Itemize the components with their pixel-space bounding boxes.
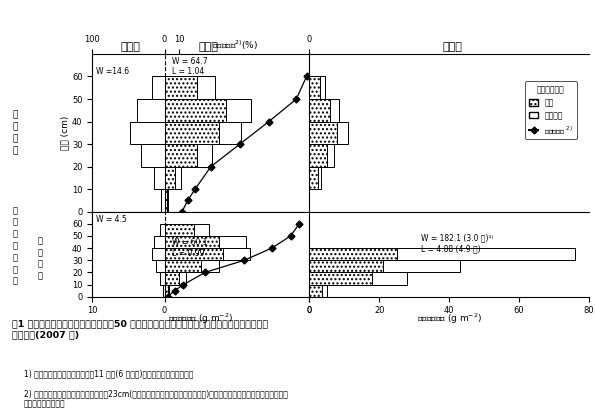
Bar	[165, 99, 226, 122]
Bar	[397, 248, 575, 260]
Bar	[165, 166, 176, 189]
Bar	[327, 144, 334, 166]
Text: 大　豆: 大 豆	[198, 42, 218, 52]
Text: 図1 リビングマルチ大豆栽培の播種後50 日における雑草，大豆及び麦類の垂直群落構造及び相
対日射量(2007 年): 図1 リビングマルチ大豆栽培の播種後50 日における雑草，大豆及び麦類の垂直群落…	[12, 320, 268, 339]
Bar	[309, 248, 397, 260]
Bar	[179, 272, 186, 285]
Bar	[156, 260, 165, 272]
Bar	[372, 272, 408, 285]
Bar	[309, 272, 372, 285]
Bar	[167, 189, 168, 212]
Bar	[165, 144, 197, 166]
Text: リ
ビ
ン
グ
マ
ル
チ: リ ビ ン グ マ ル チ	[12, 206, 17, 286]
Bar	[197, 76, 215, 99]
Text: W =14.6: W =14.6	[96, 68, 129, 76]
Bar	[193, 224, 209, 236]
Bar	[309, 122, 337, 144]
Bar	[163, 285, 165, 297]
Bar	[165, 260, 201, 272]
Legend: 葉身, 葉身以外, 相対日射量 $^{2)}$: 葉身, 葉身以外, 相対日射量 $^{2)}$	[525, 81, 577, 139]
Bar	[155, 236, 165, 248]
Bar	[219, 236, 246, 248]
Bar	[165, 189, 167, 212]
Bar	[337, 122, 348, 144]
Text: 地上部乾物重 (g m$^{-2}$): 地上部乾物重 (g m$^{-2}$)	[416, 311, 482, 326]
Bar	[320, 76, 325, 99]
Text: W = 4.5: W = 4.5	[96, 215, 127, 224]
Bar	[142, 144, 165, 166]
Bar	[322, 285, 327, 297]
Bar	[309, 285, 322, 297]
Bar	[165, 76, 197, 99]
Bar	[165, 285, 168, 297]
Text: 1) 慣行栽培については調査日の11 日前(6 月下旬)に中耕・培土を行った。: 1) 慣行栽培については調査日の11 日前(6 月下旬)に中耕・培土を行った。	[24, 369, 193, 378]
Bar	[309, 76, 320, 99]
Text: W = 182.1 (3.0 倍)¹⁾
L = 4.88 (4.9 倍): W = 182.1 (3.0 倍)¹⁾ L = 4.88 (4.9 倍)	[421, 234, 494, 253]
Text: 慣
行
栽
培: 慣 行 栽 培	[12, 111, 18, 155]
Bar	[160, 272, 165, 285]
Bar	[161, 189, 165, 212]
Text: 相対日射量$^{2)}$(%): 相対日射量$^{2)}$(%)	[212, 39, 258, 52]
Text: 地上部乾物重 (g m$^{-2}$): 地上部乾物重 (g m$^{-2}$)	[168, 311, 233, 326]
Bar	[201, 260, 219, 272]
Bar	[197, 144, 212, 166]
Text: 雑　草: 雑 草	[121, 42, 141, 52]
Bar	[154, 166, 165, 189]
Text: 大
豆
栽
培: 大 豆 栽 培	[37, 236, 42, 281]
Bar	[137, 99, 165, 122]
Bar	[309, 144, 327, 166]
Text: 麦　類: 麦 類	[442, 42, 462, 52]
Bar	[165, 122, 219, 144]
Bar	[165, 236, 219, 248]
Bar	[318, 166, 321, 189]
Bar	[309, 166, 318, 189]
Bar	[152, 76, 165, 99]
Bar	[309, 260, 383, 272]
Bar	[223, 248, 250, 260]
Bar	[226, 99, 252, 122]
Bar	[152, 248, 165, 260]
Bar	[309, 99, 330, 122]
Y-axis label: 草高 (cm): 草高 (cm)	[60, 116, 69, 150]
Bar	[219, 122, 240, 144]
Bar	[165, 224, 193, 236]
Text: 2) 相対日射量は大豆の条および条から23cm(リビングマルチ栽培では麦類の株元)で測定し、それぞれ大豆および麦類の
グラフに表示した。: 2) 相対日射量は大豆の条および条から23cm(リビングマルチ栽培では麦類の株元…	[24, 389, 287, 409]
Bar	[168, 285, 169, 297]
Bar	[130, 122, 165, 144]
Bar	[383, 260, 460, 272]
Text: W = 64.7
L = 1.04: W = 64.7 L = 1.04	[172, 57, 208, 76]
Bar	[165, 248, 223, 260]
Bar	[176, 166, 181, 189]
Bar	[160, 224, 165, 236]
Bar	[330, 99, 339, 122]
Bar	[165, 272, 179, 285]
Text: W = 60.1
L = 0.99: W = 60.1 L = 0.99	[172, 238, 207, 258]
